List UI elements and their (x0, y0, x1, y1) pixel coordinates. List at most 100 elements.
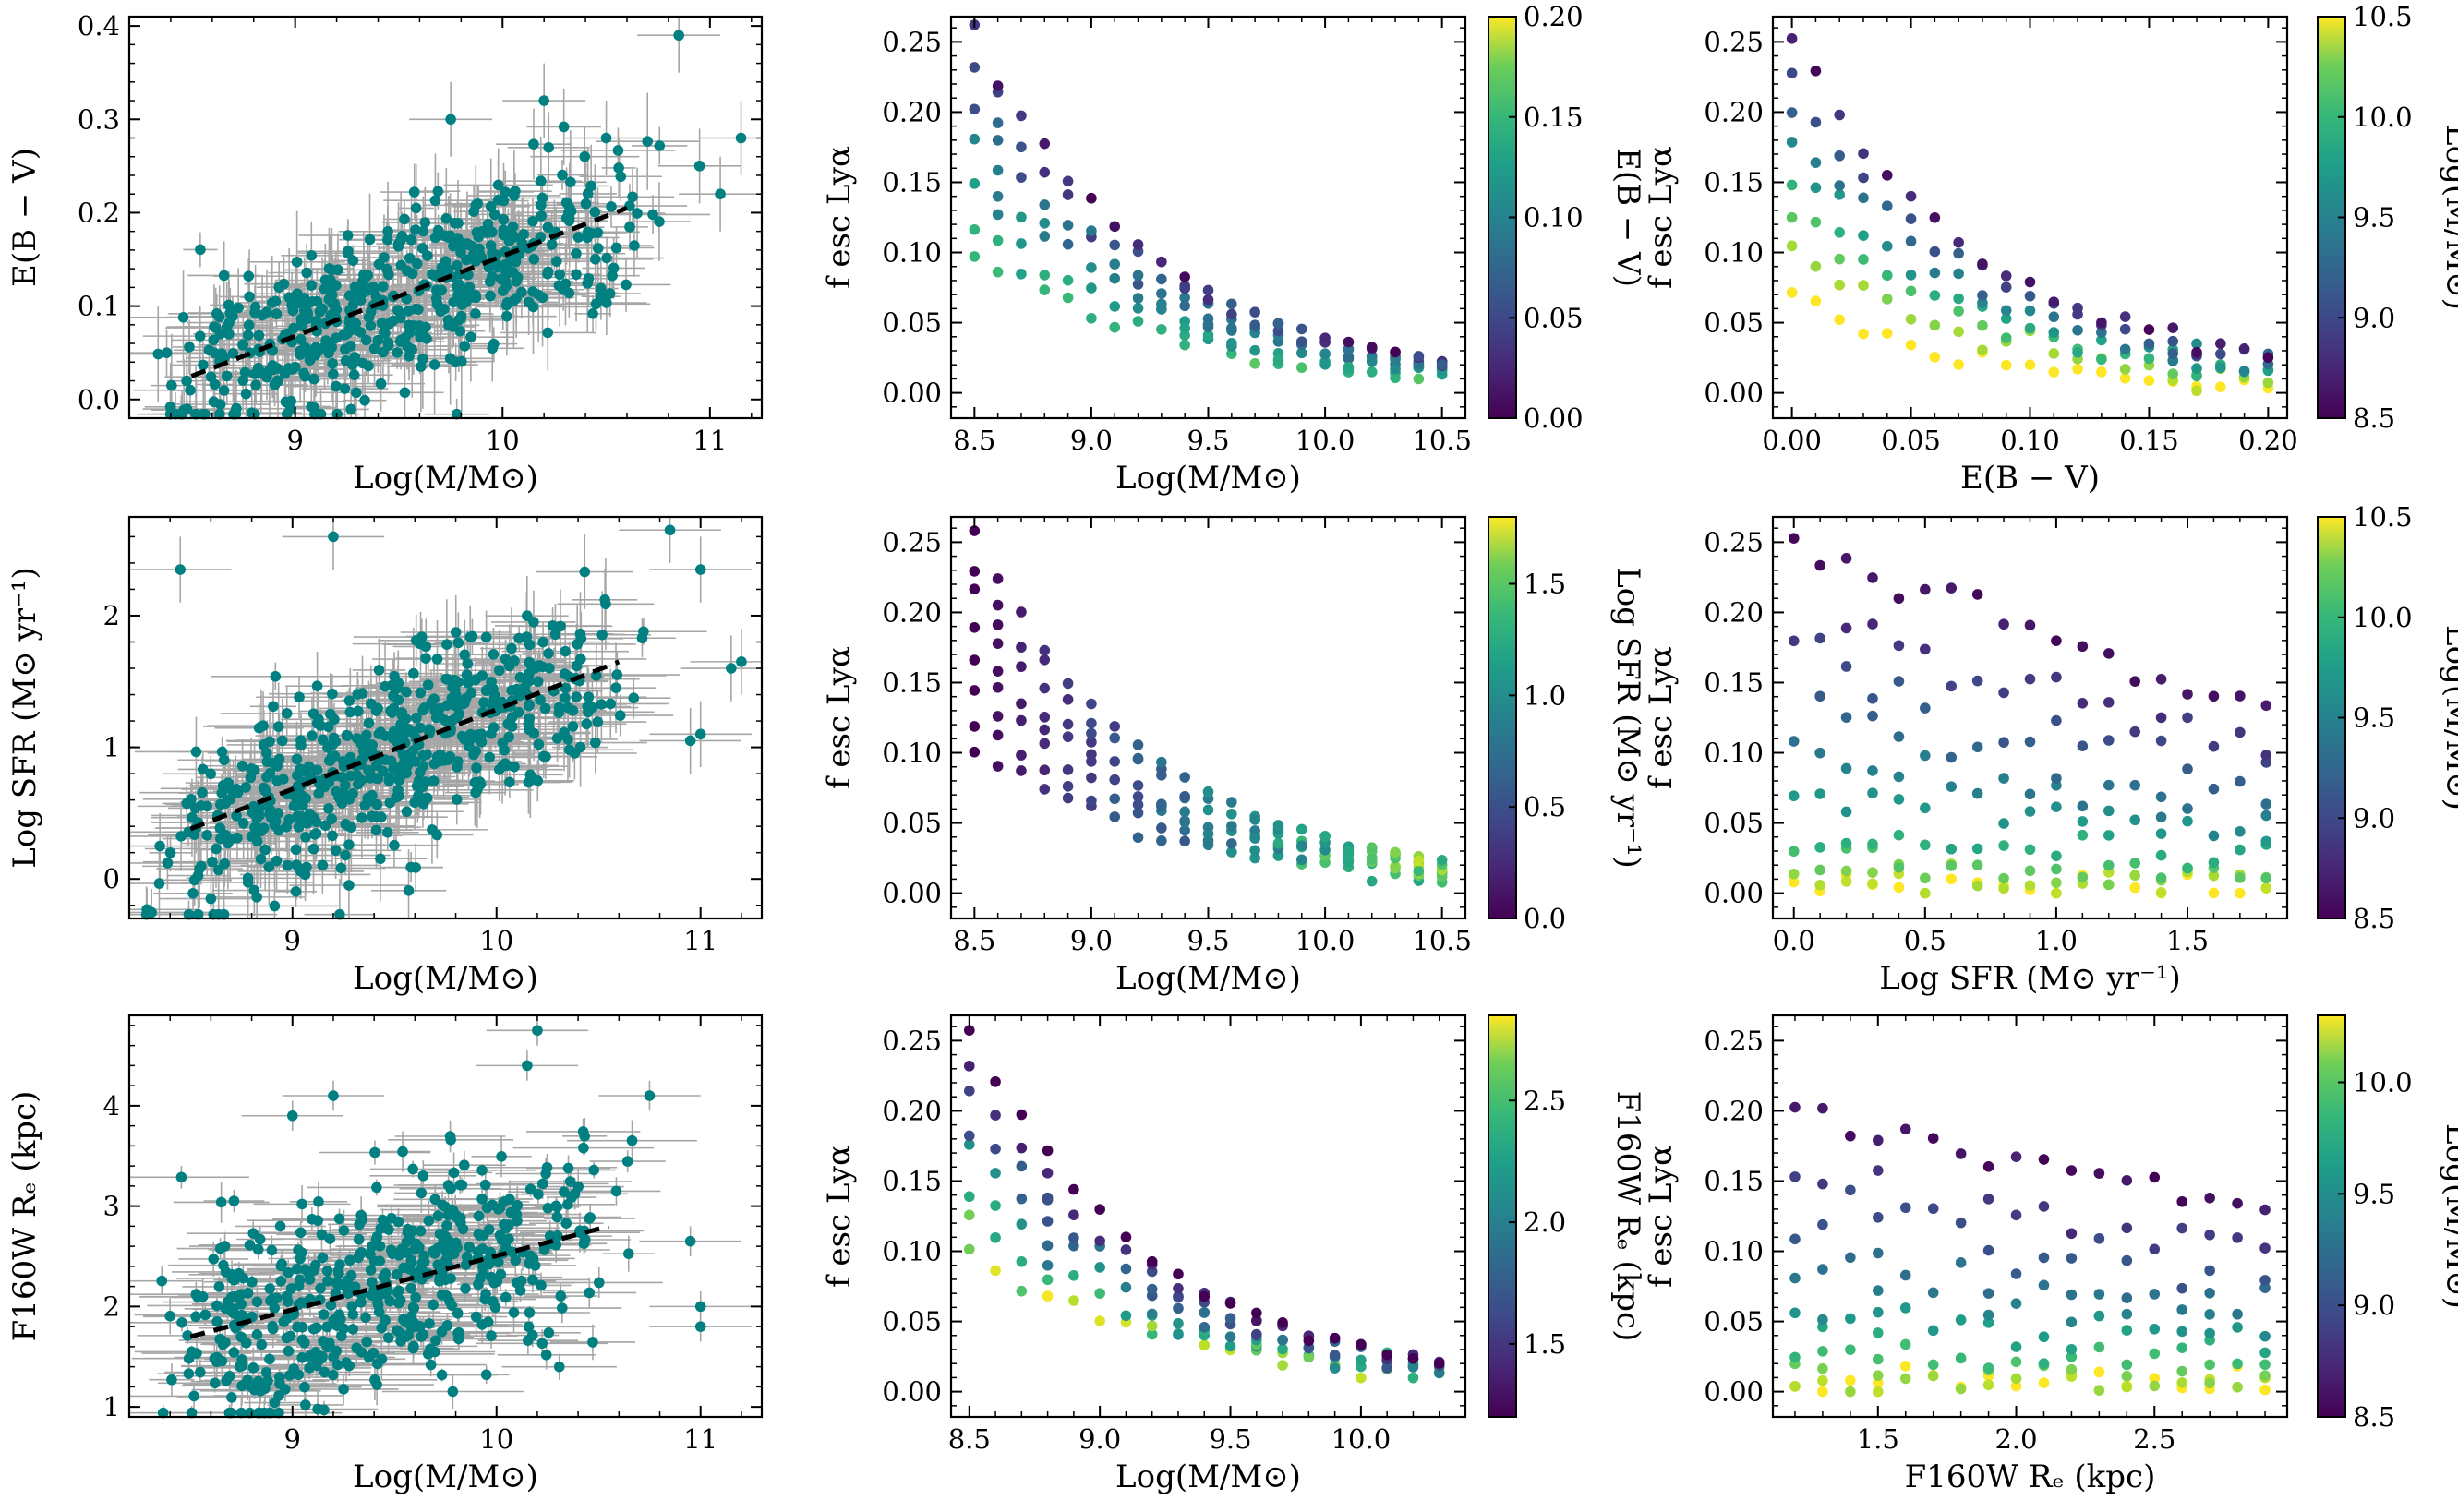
data-point (1343, 846, 1355, 858)
data-point (343, 839, 355, 850)
data-point (614, 710, 626, 721)
data-point (1086, 262, 1097, 273)
data-point (220, 782, 232, 794)
data-point (1132, 753, 1144, 765)
data-point (398, 721, 409, 733)
data-point (451, 794, 463, 805)
y-tick-label: 0.15 (1704, 666, 1764, 698)
x-tick-label: 11 (693, 425, 727, 456)
data-point (1840, 762, 1852, 774)
data-point (969, 133, 981, 145)
data-point (596, 629, 608, 641)
data-point (449, 674, 461, 686)
data-point (1788, 790, 1800, 802)
data-point (470, 256, 481, 267)
data-point (326, 813, 338, 825)
data-point (403, 885, 415, 896)
data-point (2024, 788, 2036, 800)
data-point (1202, 786, 1214, 798)
data-point (343, 880, 355, 891)
data-point (224, 307, 236, 318)
x-tick-label: 10.5 (1412, 425, 1472, 456)
data-point (1366, 342, 1378, 354)
data-point (583, 691, 595, 702)
data-point (1834, 279, 1846, 291)
data-point (287, 305, 299, 317)
data-point (154, 840, 165, 852)
data-point (1920, 872, 1931, 884)
data-point (580, 198, 592, 210)
data-point (1881, 200, 1893, 211)
data-point (1062, 220, 1074, 231)
x-tick-label: 0.00 (1762, 425, 1822, 456)
data-point (1905, 313, 1917, 325)
data-point (1039, 764, 1051, 776)
data-point (356, 357, 368, 369)
data-point (1786, 32, 1798, 44)
data-point (488, 722, 500, 733)
data-point (2000, 332, 2012, 343)
data-point (992, 117, 1004, 128)
data-point (248, 764, 260, 776)
data-point (2024, 359, 2036, 371)
data-point (422, 679, 434, 690)
data-point (528, 253, 540, 265)
data-point (1946, 781, 1958, 792)
data-point (2235, 887, 2246, 899)
data-point (283, 363, 295, 374)
data-point (1977, 319, 1988, 331)
data-point (560, 682, 572, 694)
data-point (532, 676, 544, 688)
data-point (647, 209, 658, 221)
data-point (1867, 572, 1878, 583)
data-point (264, 736, 275, 748)
data-point (1905, 285, 1917, 297)
data-point (452, 637, 464, 649)
data-point (452, 217, 464, 229)
data-point (240, 782, 251, 793)
data-point (1249, 344, 1260, 356)
data-point (1893, 640, 1905, 652)
data-point (2129, 882, 2140, 894)
data-point (421, 749, 432, 761)
data-point (1971, 787, 1983, 799)
data-point (242, 877, 254, 888)
data-point (567, 721, 579, 732)
data-point (506, 642, 517, 654)
data-point (383, 774, 395, 786)
data-point (1946, 860, 1958, 871)
data-point (1249, 319, 1260, 330)
data-point (250, 379, 261, 391)
data-point (1998, 818, 2009, 829)
colorbar: 8.5 9.0 9.5 10.0 10.5 Log(M/M⊙) (2317, 1, 2458, 434)
data-point (411, 780, 423, 792)
data-point (1788, 533, 1800, 544)
data-point (1867, 878, 1878, 890)
data-point (1062, 731, 1074, 742)
data-point (1132, 807, 1144, 819)
data-point (992, 164, 1004, 176)
data-point (1953, 268, 1964, 280)
data-point (327, 830, 338, 842)
x-tick-label: 0.0 (1773, 925, 1815, 956)
data-point (281, 708, 293, 719)
data-point (243, 270, 255, 282)
data-point (381, 827, 393, 838)
data-points (969, 525, 1448, 888)
data-point (230, 408, 242, 420)
data-point (1039, 270, 1051, 281)
data-point (1343, 336, 1355, 348)
data-point (579, 566, 591, 578)
data-point (2077, 829, 2089, 841)
data-point (1249, 833, 1260, 844)
data-point (1893, 593, 1905, 605)
data-point (383, 269, 394, 281)
data-point (627, 191, 638, 203)
data-point (1319, 359, 1331, 370)
data-point (1834, 226, 1846, 238)
data-point (455, 310, 467, 322)
data-point (1893, 882, 1905, 894)
data-point (2048, 327, 2060, 338)
data-point (1840, 837, 1852, 849)
data-point (1946, 582, 1958, 594)
